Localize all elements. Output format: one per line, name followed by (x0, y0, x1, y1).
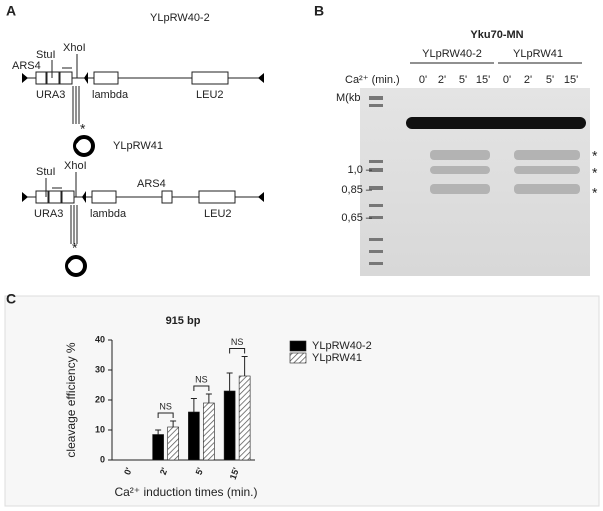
lane-label: 5' (459, 74, 467, 86)
y-tick-label: 0 (100, 454, 105, 464)
marker-label: M(kb) (336, 92, 364, 104)
error-bar (205, 393, 212, 403)
lane-label: 5' (546, 74, 554, 86)
legend-swatch (289, 340, 307, 352)
site-label: StuI (36, 49, 56, 61)
bracket (229, 348, 246, 354)
panel-b: B Yku70-MN YLpRW40-2 YLpRW41 Ca²⁺ (min.)… (314, 3, 598, 276)
size-label: 0,65 – (341, 212, 372, 224)
ca-label: Ca²⁺ (min.) (345, 74, 400, 86)
bar (167, 426, 179, 461)
star: * (72, 240, 78, 256)
panel-label: C (6, 291, 16, 307)
x-tick-label: 5' (194, 466, 206, 476)
lane-label: 2' (524, 74, 532, 86)
bar (188, 411, 200, 461)
ars-label: ARS4 (137, 178, 166, 190)
annotation: NS (159, 401, 172, 411)
bar (152, 434, 164, 461)
size-label: 1,0 – (348, 164, 373, 176)
x-axis-label: Ca²⁺ induction times (min.) (114, 485, 257, 499)
bar (223, 390, 236, 461)
group-label: YLpRW40-2 (422, 48, 482, 60)
site-label: XhoI (63, 42, 86, 54)
bracket (193, 385, 210, 391)
bracket (157, 412, 174, 418)
y-tick-label: 40 (95, 334, 105, 344)
gene-label: LEU2 (204, 208, 232, 220)
gene-label: LEU2 (196, 89, 224, 101)
panel-label: A (6, 3, 16, 19)
bar (238, 375, 251, 461)
lane-label: 15' (564, 74, 578, 86)
star: * (592, 165, 598, 181)
gene-label: lambda (92, 89, 129, 101)
lane-label: 0' (419, 74, 427, 86)
y-tick-label: 20 (95, 394, 105, 404)
star: * (592, 185, 598, 201)
y-axis-label: cleavage efficiency % (64, 342, 78, 458)
construct-name: YLpRW40-2 (150, 12, 210, 24)
y-tick-label: 10 (95, 424, 105, 434)
annotation: NS (231, 337, 244, 347)
legend-label: YLpRW41 (312, 352, 362, 364)
lane-label: 2' (438, 74, 446, 86)
star: * (80, 121, 86, 137)
legend-swatch (289, 352, 307, 364)
error-bar (241, 356, 248, 376)
gene-label: URA3 (36, 89, 65, 101)
gel-title: Yku70-MN (470, 29, 523, 41)
legend-label: YLpRW40-2 (312, 340, 372, 352)
panel-label: B (314, 3, 324, 19)
error-bar (170, 420, 177, 427)
group-label: YLpRW41 (513, 48, 563, 60)
chart-title: 915 bp (166, 315, 201, 327)
gene-label: lambda (90, 208, 127, 220)
panel-a: A YLpRW40-2 ARS4 StuI XhoI URA3 lambda L… (6, 3, 264, 277)
gene-label: URA3 (34, 208, 63, 220)
y-tick-label: 30 (95, 364, 105, 374)
lane-label: 15' (476, 74, 490, 86)
x-tick-label: 2' (158, 466, 170, 476)
star: * (592, 148, 598, 164)
annotation: NS (195, 374, 208, 384)
bar (203, 402, 215, 461)
ars-label: ARS4 (12, 60, 41, 72)
site-label: StuI (36, 166, 56, 178)
x-tick-label: 0' (122, 466, 134, 476)
error-bar (226, 372, 233, 391)
error-bar (155, 429, 162, 435)
panel-c: C 915 bp cleavage efficiency % Ca²⁺ indu… (4, 291, 600, 507)
x-tick-label: 15' (228, 466, 242, 481)
error-bar (190, 398, 197, 412)
size-label: 0,85 – (341, 184, 372, 196)
lane-label: 0' (503, 74, 511, 86)
plasmid-label: YLpRW41 (113, 140, 163, 152)
site-label: XhoI (64, 160, 87, 172)
